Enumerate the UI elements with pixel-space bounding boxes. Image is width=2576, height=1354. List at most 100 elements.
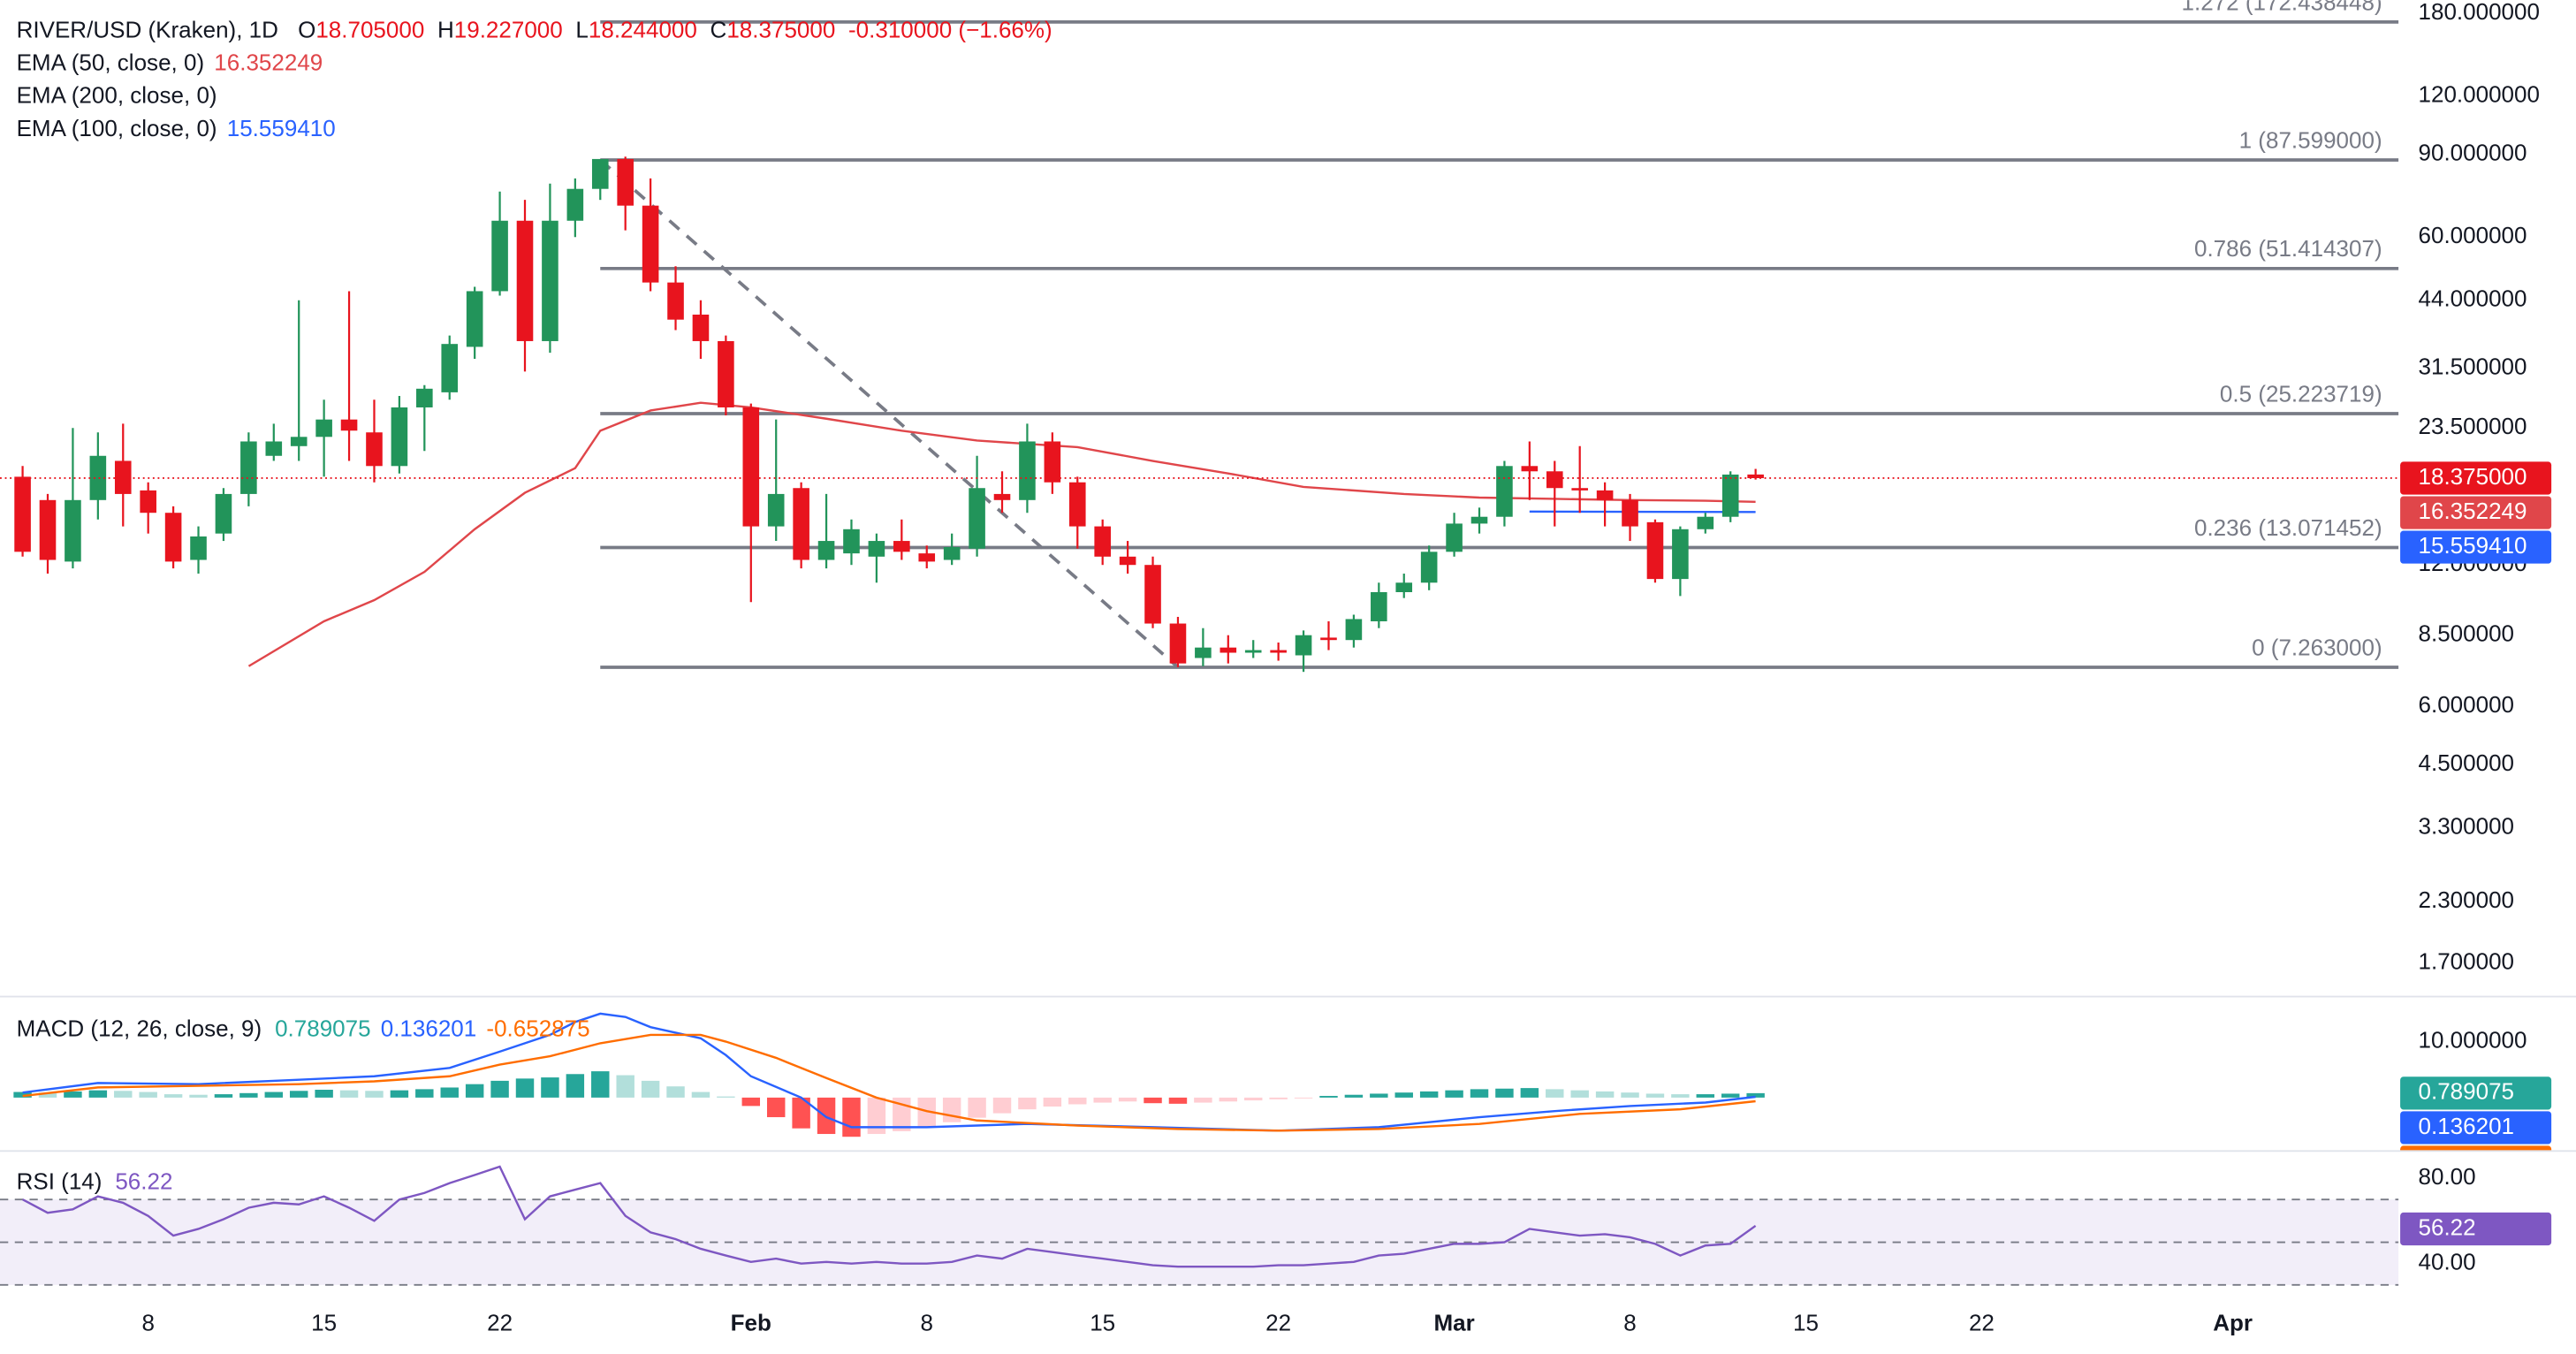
candle-body <box>767 493 785 527</box>
candle-body <box>566 188 584 221</box>
macd-line <box>22 1012 1756 1132</box>
candle-body <box>466 291 483 347</box>
y-tick-label: 1.700000 <box>2419 948 2515 975</box>
candle-body <box>868 541 885 557</box>
y-tick-label: 40.00 <box>2419 1249 2476 1275</box>
histogram-bar <box>1419 1091 1439 1098</box>
histogram-bar <box>38 1092 57 1098</box>
indicator-legend: EMA (100, close, 0) 15.559410 <box>17 115 336 141</box>
histogram-bar <box>792 1097 810 1129</box>
histogram-bar <box>1394 1092 1413 1098</box>
price-label: 16.352249 <box>2419 498 2527 524</box>
price-label-box <box>2400 1145 2552 1151</box>
candle-body <box>1446 523 1463 552</box>
candle-body <box>918 553 936 562</box>
histogram-bar <box>1168 1097 1188 1104</box>
candle-body <box>265 441 283 456</box>
candle-body <box>290 437 308 446</box>
ema-line <box>247 401 1756 667</box>
y-tick-label: 31.500000 <box>2419 354 2527 380</box>
rsi-title: RSI (14) <box>17 1168 103 1194</box>
ohlc-value: 18.375000 <box>726 16 835 42</box>
macd-pane: 0.789075 0.136201 -0.652875 <box>13 1012 2552 1151</box>
histogram-bar <box>64 1091 82 1098</box>
histogram-bar <box>666 1086 685 1098</box>
price-label-box <box>2400 1111 2552 1145</box>
histogram-bar <box>1118 1097 1137 1102</box>
candle-body <box>1622 499 1638 527</box>
x-tick-label: 8 <box>921 1309 933 1335</box>
x-tick-label: 15 <box>1090 1309 1115 1335</box>
price-label-box <box>2400 1076 2552 1110</box>
price-pane: 1.272 (172.438448) 1 (87.599000) 0.786 (51… <box>0 0 2399 673</box>
ema-line <box>1529 510 1756 513</box>
fib-label: 0 (7.263000) <box>2252 634 2382 660</box>
candle-body <box>491 220 508 292</box>
histogram-bar <box>415 1089 434 1098</box>
histogram-bar <box>1243 1097 1263 1101</box>
rsi-legend: RSI (14) 56.22 <box>17 1168 173 1194</box>
y-tick-label: 23.500000 <box>2419 413 2527 439</box>
fib-label: 0.236 (13.071452) <box>2194 514 2382 541</box>
histogram-bar <box>591 1071 610 1098</box>
histogram-bar <box>1696 1094 1715 1098</box>
y-tick-label: 3.300000 <box>2419 813 2515 840</box>
ohlc-key: O <box>298 16 315 42</box>
histogram-bar <box>189 1094 208 1098</box>
axes: 180.000000 120.000000 90.000000 60.000000 44… <box>141 0 2552 1335</box>
histogram-bar <box>315 1090 333 1098</box>
change: -0.310000 (−1.66%) <box>848 16 1052 42</box>
price-label: 0.789075 <box>2419 1078 2515 1105</box>
histogram-bar <box>691 1092 710 1098</box>
candle-body <box>1371 591 1387 621</box>
histogram-bar <box>1595 1091 1615 1098</box>
indicator-legend: EMA (200, close, 0) <box>17 82 217 109</box>
candle-body <box>692 314 710 341</box>
macd-title: MACD (12, 26, close, 9) <box>17 1016 262 1042</box>
histogram-bar <box>817 1097 836 1135</box>
candle-body <box>65 499 81 562</box>
y-tick-label: 80.00 <box>2419 1163 2476 1190</box>
histogram-bar <box>992 1097 1012 1114</box>
candle-body <box>14 476 31 552</box>
candle-body <box>1571 488 1588 491</box>
histogram-bar <box>1093 1097 1112 1103</box>
price-label: 56.22 <box>2419 1213 2476 1240</box>
indicator-name: EMA (50, close, 0) <box>17 49 205 75</box>
macd-value: 0.789075 <box>275 1016 371 1042</box>
histogram-bar <box>1294 1097 1313 1099</box>
histogram-bar <box>541 1077 559 1098</box>
histogram-bar <box>1370 1093 1388 1098</box>
histogram-bar <box>1219 1097 1238 1102</box>
histogram-bar <box>1721 1093 1740 1098</box>
candle-body <box>817 541 835 560</box>
candle-body <box>1295 635 1312 656</box>
histogram-bar <box>766 1097 786 1118</box>
candle-body <box>164 513 182 562</box>
y-tick-label: 44.000000 <box>2419 285 2527 312</box>
histogram-bar <box>1344 1094 1364 1098</box>
candle-body <box>416 388 433 407</box>
ohlc-key: H <box>437 16 454 42</box>
histogram-bar <box>842 1097 861 1137</box>
y-tick-label: 120.000000 <box>2419 80 2540 107</box>
histogram-bar <box>365 1091 384 1098</box>
candle-body <box>1019 441 1036 500</box>
candle-body <box>642 205 659 283</box>
candle-body <box>1119 556 1136 566</box>
symbol-legend: RIVER/USD (Kraken), 1D O18.705000 H19.22… <box>17 16 1052 42</box>
candle-body <box>542 220 559 341</box>
candle-body <box>215 493 232 534</box>
price-label-box <box>2400 461 2552 495</box>
histogram-bar <box>114 1091 133 1098</box>
x-tick-label: Mar <box>1433 1309 1474 1335</box>
candle-body <box>1068 482 1086 527</box>
candle-body <box>240 441 257 494</box>
histogram-bar <box>1621 1092 1639 1098</box>
rsi-pane <box>0 1165 2399 1286</box>
histogram-bar <box>214 1094 233 1098</box>
y-tick-label: 10.000000 <box>2419 1026 2527 1053</box>
ohlc-value: 18.244000 <box>589 16 697 42</box>
